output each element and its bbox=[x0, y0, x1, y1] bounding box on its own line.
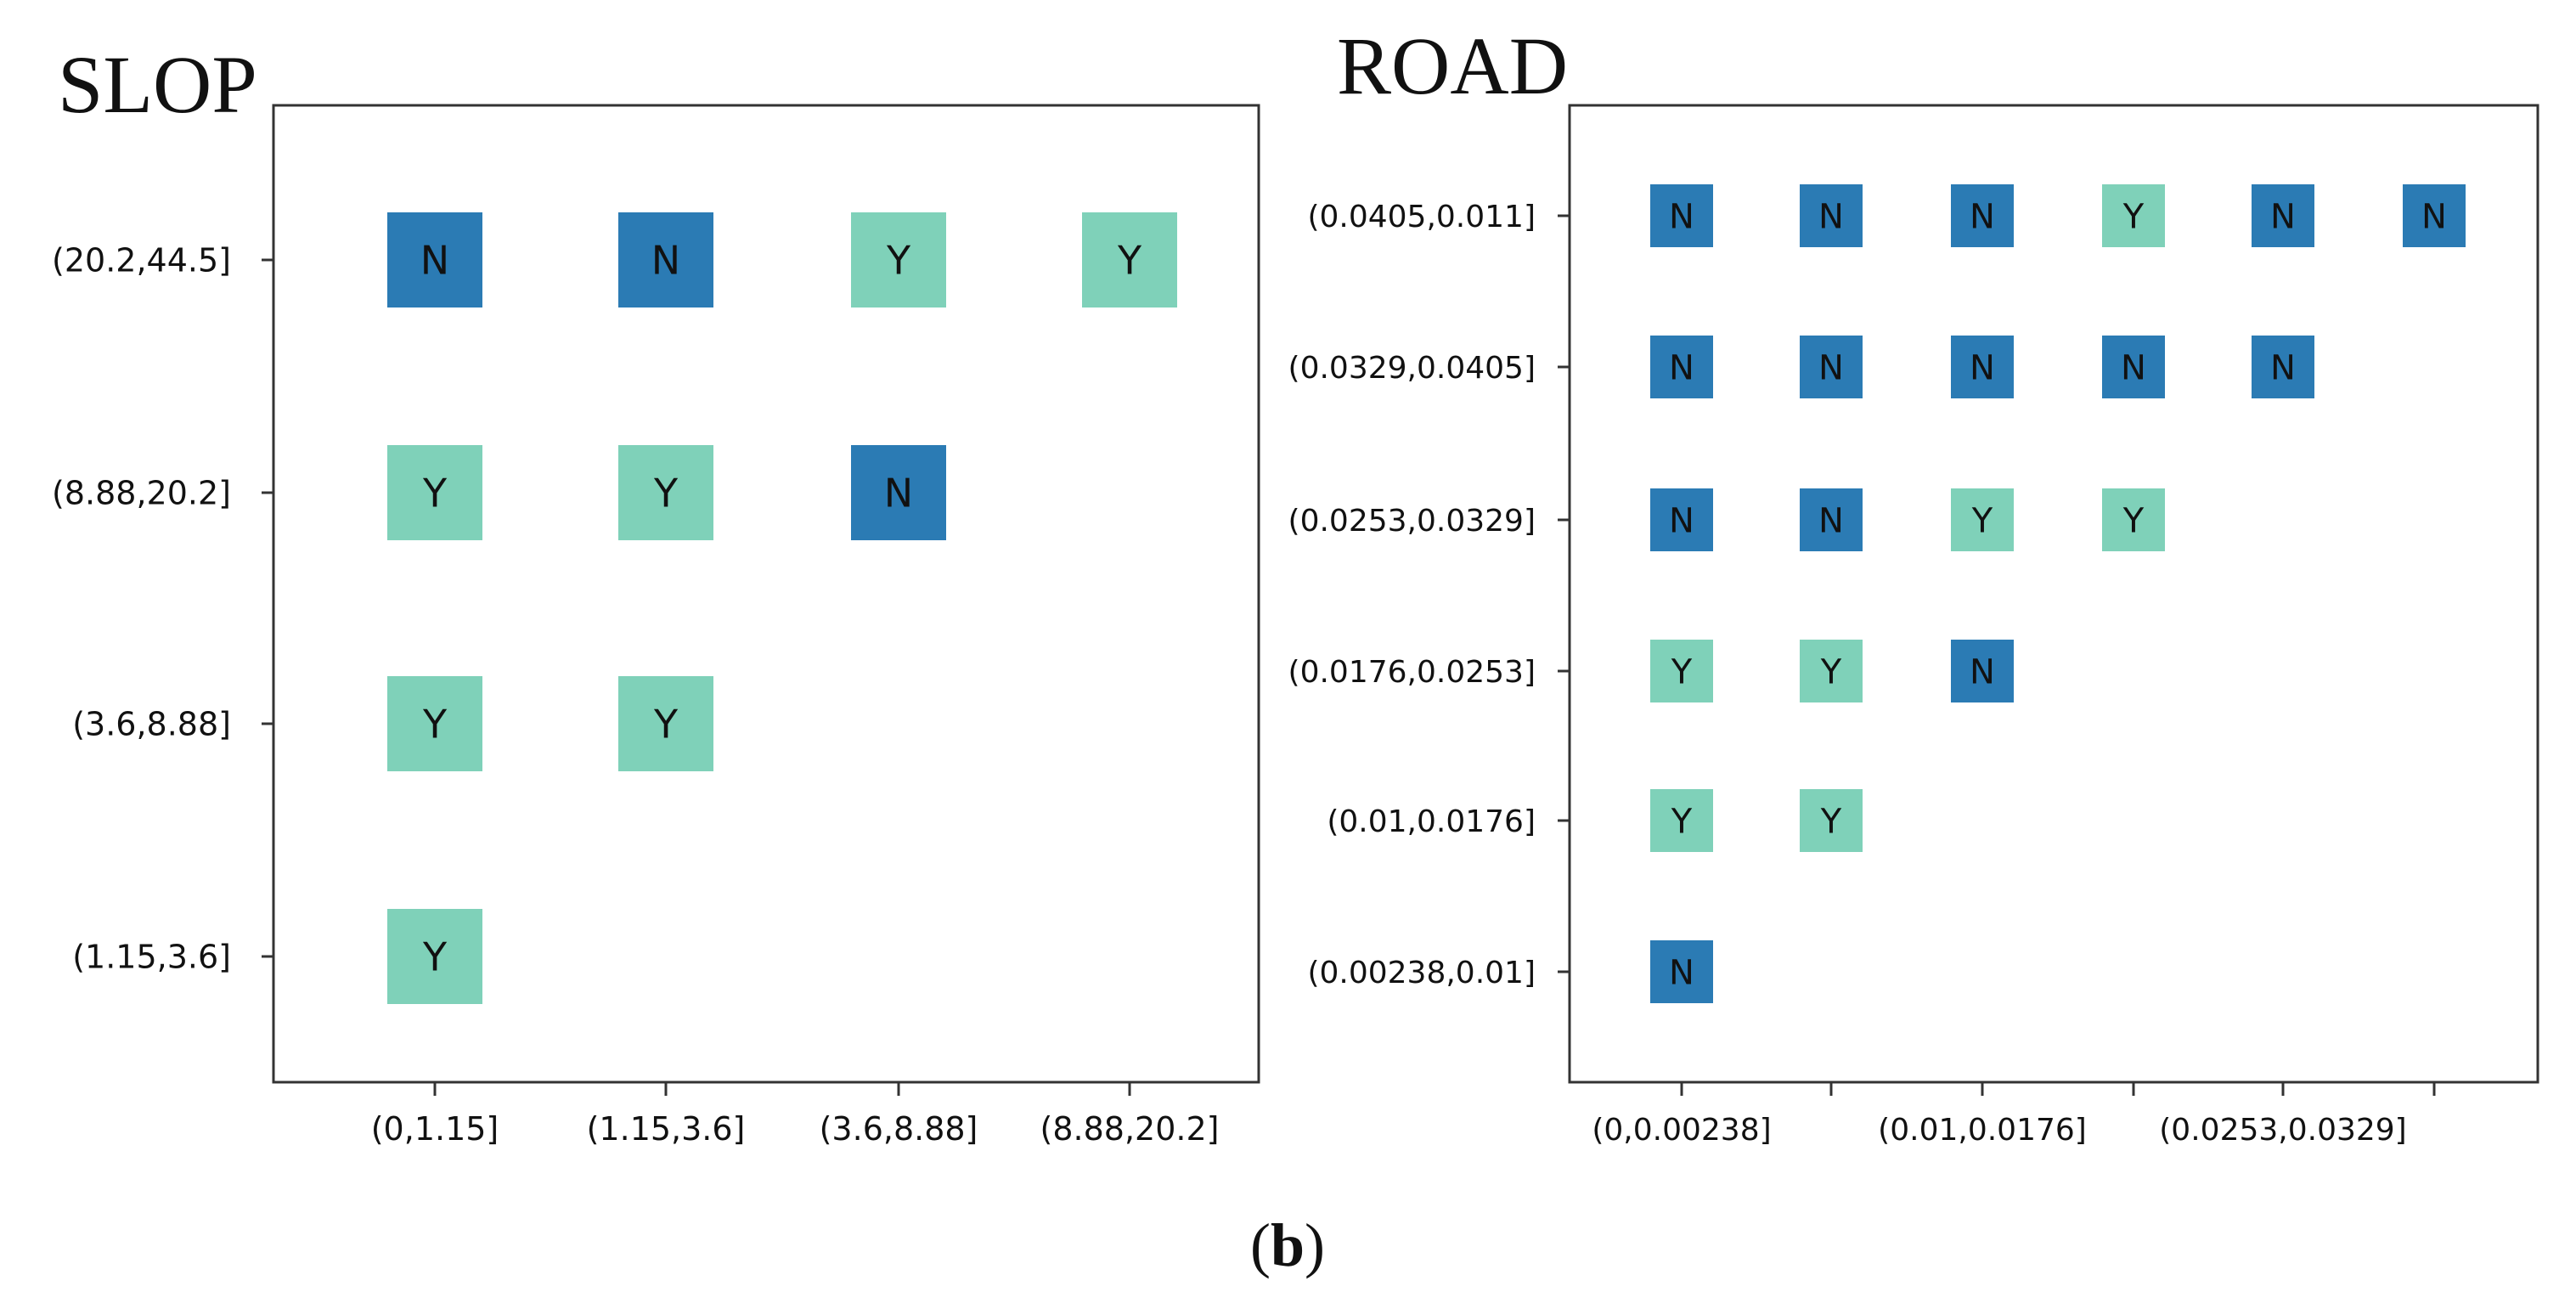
slop-cell-y bbox=[618, 445, 713, 540]
slop-cell-label: Y bbox=[653, 471, 679, 516]
slop-cell-label: Y bbox=[422, 471, 448, 516]
slop-cell-label: Y bbox=[422, 702, 448, 748]
slop-x-tick-label: (0,1.15] bbox=[371, 1110, 499, 1148]
road-cell-n bbox=[2252, 184, 2314, 247]
road-y-tick-label: (0.00238,0.01] bbox=[1307, 956, 1536, 990]
road-cell-label: N bbox=[1818, 197, 1844, 236]
road-cell-label: N bbox=[1818, 348, 1844, 387]
road-cell-label: Y bbox=[1671, 802, 1693, 841]
road-cell-n bbox=[1951, 184, 2014, 247]
slop-x-tick-label: (1.15,3.6] bbox=[587, 1110, 746, 1148]
road-cell-y bbox=[1800, 789, 1863, 852]
road-panel: ROAD (0.0405,0.011] (0.0329,0.0405] (0.025… bbox=[1288, 20, 2539, 1148]
road-cell-label: N bbox=[1669, 197, 1694, 236]
slop-cell-y bbox=[1082, 212, 1177, 307]
road-cell-label: N bbox=[2421, 197, 2447, 236]
slop-cell-n bbox=[387, 212, 482, 307]
road-cell-label: N bbox=[1970, 348, 1995, 387]
slop-cell-y bbox=[387, 909, 482, 1004]
road-cell-label: N bbox=[2121, 348, 2146, 387]
road-cell-n bbox=[1951, 640, 2014, 702]
road-cell-n bbox=[1951, 336, 2014, 398]
road-cell-label: N bbox=[1669, 348, 1694, 387]
slop-y-tick-label: (20.2,44.5] bbox=[52, 242, 231, 279]
slop-cell-n bbox=[618, 212, 713, 307]
slop-x-tick-label: (3.6,8.88] bbox=[820, 1110, 978, 1148]
slop-cell-label: N bbox=[651, 238, 680, 284]
road-plot-frame bbox=[1568, 104, 2539, 1084]
road-cell-n bbox=[1800, 488, 1863, 551]
slop-cell-label: Y bbox=[886, 238, 911, 284]
slop-title: SLOP bbox=[58, 39, 257, 130]
road-cell-label: Y bbox=[2122, 197, 2145, 236]
road-cell-label: N bbox=[1669, 501, 1694, 540]
slop-cell-y bbox=[851, 212, 946, 307]
road-cell-label: N bbox=[2270, 348, 2296, 387]
slop-cell-label: N bbox=[884, 471, 913, 516]
road-y-tick-label: (0.0405,0.011] bbox=[1307, 200, 1536, 234]
slop-x-tick-label: (8.88,20.2] bbox=[1040, 1110, 1220, 1148]
panel-label-text: (b) bbox=[1250, 1211, 1325, 1279]
road-cell-n bbox=[1650, 184, 1713, 247]
slop-cell-y bbox=[387, 676, 482, 771]
panel-label: (b) bbox=[1250, 1211, 1325, 1279]
road-cell-y bbox=[2102, 184, 2165, 247]
road-y-tick-label: (0.01,0.0176] bbox=[1327, 804, 1536, 839]
road-cell-y bbox=[1650, 789, 1713, 852]
road-cell-y bbox=[1951, 488, 2014, 551]
road-cell-label: Y bbox=[1671, 652, 1693, 691]
road-cell-n bbox=[2252, 336, 2314, 398]
slop-panel: SLOP (20.2,44.5] (8.88,20.2] (3.6,8.88] (1.… bbox=[52, 39, 1260, 1148]
road-cell-n bbox=[1650, 940, 1713, 1003]
panel-label-open-paren: ( bbox=[1250, 1211, 1271, 1279]
road-cell-label: N bbox=[1970, 197, 1995, 236]
road-cell-label: N bbox=[1818, 501, 1844, 540]
road-x-tick-label: (0,0.00238] bbox=[1592, 1113, 1771, 1148]
road-cell-label: N bbox=[1970, 652, 1995, 691]
road-x-tick-label: (0.0253,0.0329] bbox=[2159, 1113, 2406, 1148]
road-title: ROAD bbox=[1337, 20, 1568, 111]
road-cell-label: Y bbox=[1820, 802, 1842, 841]
panel-label-close-paren: ) bbox=[1305, 1211, 1325, 1279]
road-cell-label: Y bbox=[1971, 501, 1993, 540]
road-cell-y bbox=[1800, 640, 1863, 702]
road-cell-n bbox=[2102, 336, 2165, 398]
road-y-tick-label: (0.0176,0.0253] bbox=[1288, 655, 1536, 690]
slop-cell-label: Y bbox=[422, 934, 448, 980]
slop-cell-label: Y bbox=[1117, 238, 1142, 284]
road-cell-y bbox=[1650, 640, 1713, 702]
slop-plot-frame bbox=[272, 104, 1260, 1084]
road-cell-n bbox=[1650, 336, 1713, 398]
road-y-tick-label: (0.0253,0.0329] bbox=[1288, 504, 1536, 539]
slop-y-tick-label: (1.15,3.6] bbox=[72, 939, 231, 976]
road-cell-n bbox=[2403, 184, 2466, 247]
road-marks: (0.0405,0.011] (0.0329,0.0405] (0.0253,0.0… bbox=[1288, 184, 2466, 1148]
slop-cell-n bbox=[851, 445, 946, 540]
road-cell-label: Y bbox=[1820, 652, 1842, 691]
slop-cell-label: N bbox=[420, 238, 449, 284]
road-cell-label: Y bbox=[2122, 501, 2145, 540]
road-y-tick-label: (0.0329,0.0405] bbox=[1288, 351, 1536, 386]
slop-cell-y bbox=[618, 676, 713, 771]
slop-marks: (20.2,44.5] (8.88,20.2] (3.6,8.88] (1.15,3.… bbox=[52, 212, 1219, 1148]
road-cell-y bbox=[2102, 488, 2165, 551]
road-cell-n bbox=[1800, 336, 1863, 398]
panel-label-letter: b bbox=[1271, 1211, 1305, 1279]
road-cell-label: N bbox=[1669, 953, 1694, 992]
slop-cell-y bbox=[387, 445, 482, 540]
slop-y-tick-label: (8.88,20.2] bbox=[52, 475, 231, 512]
road-cell-n bbox=[1650, 488, 1713, 551]
road-x-tick-label: (0.01,0.0176] bbox=[1878, 1113, 2087, 1148]
road-cell-n bbox=[1800, 184, 1863, 247]
slop-y-tick-label: (3.6,8.88] bbox=[72, 706, 231, 743]
road-cell-label: N bbox=[2270, 197, 2296, 236]
slop-cell-label: Y bbox=[653, 702, 679, 748]
